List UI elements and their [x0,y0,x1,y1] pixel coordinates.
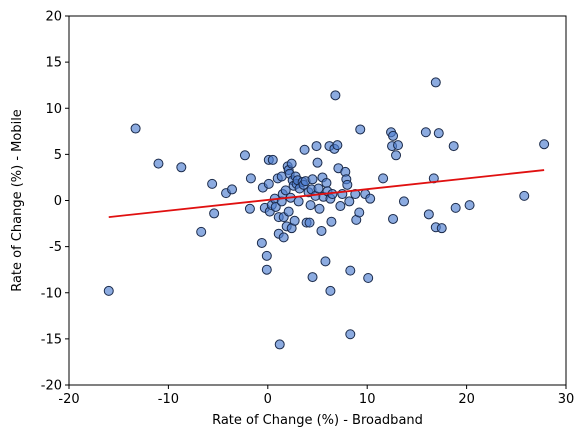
data-point-9 [240,151,249,160]
data-point-1 [131,124,140,133]
data-point-66 [317,226,326,235]
data-point-3 [177,163,186,172]
data-point-65 [315,204,324,213]
data-point-21 [268,155,277,164]
data-point-86 [345,197,354,206]
y-tick-label: 15 [45,56,62,71]
y-tick-label: -15 [41,332,62,347]
data-point-62 [312,142,321,151]
x-tick-label: 0 [264,392,272,407]
y-tick-label: -20 [41,379,62,394]
data-point-16 [262,265,271,274]
data-point-96 [379,174,388,183]
data-point-88 [346,330,355,339]
data-point-87 [346,266,355,275]
data-point-112 [451,203,460,212]
data-point-41 [287,159,296,168]
data-point-110 [437,224,446,233]
data-point-18 [264,179,273,188]
data-point-15 [262,251,271,260]
plot-frame [69,16,566,385]
data-point-0 [104,286,113,295]
data-point-6 [210,209,219,218]
data-point-44 [290,216,299,225]
data-point-48 [294,197,303,206]
data-point-2 [154,159,163,168]
data-point-52 [300,145,309,154]
x-tick-label: -20 [58,392,79,407]
x-tick-label: 30 [558,392,575,407]
data-point-75 [327,217,336,226]
data-point-101 [392,151,401,160]
points-layer [104,78,548,349]
data-point-81 [336,202,345,211]
data-point-74 [326,286,335,295]
data-point-104 [421,128,430,137]
data-point-32 [279,233,288,242]
data-point-105 [424,210,433,219]
data-point-27 [275,340,284,349]
data-point-92 [356,125,365,134]
data-point-95 [366,194,375,203]
data-point-10 [246,174,255,183]
y-axis-title: Rate of Change (%) - Mobile [10,109,25,292]
data-point-37 [284,207,293,216]
data-point-63 [313,158,322,167]
data-point-102 [394,141,403,150]
y-tick-label: 20 [45,10,62,25]
x-axis-title: Rate of Change (%) - Broadband [212,413,423,428]
data-point-100 [389,214,398,223]
data-point-56 [305,218,314,227]
y-tick-label: -5 [49,240,62,255]
data-point-91 [355,208,364,217]
data-point-12 [257,238,266,247]
data-point-8 [228,185,237,194]
data-point-70 [322,178,331,187]
data-point-113 [465,201,474,210]
data-point-5 [208,179,217,188]
data-point-107 [431,78,440,87]
data-point-114 [520,191,529,200]
data-point-94 [364,273,373,282]
data-point-57 [306,201,315,210]
data-point-4 [197,227,206,236]
x-tick-label: 10 [359,392,376,407]
x-axis: -20 -10 0 10 20 30 [58,385,574,407]
data-point-78 [331,91,340,100]
y-tick-label: 10 [45,102,62,117]
data-point-60 [308,273,317,282]
data-point-109 [434,129,443,138]
data-point-111 [449,142,458,151]
data-point-103 [399,197,408,206]
y-axis: 20 15 10 5 0 -5 -10 -15 -20 [41,10,69,394]
x-tick-label: 20 [458,392,475,407]
data-point-115 [540,140,549,149]
x-tick-label: -10 [158,392,179,407]
data-point-85 [343,180,352,189]
y-tick-label: -10 [41,286,62,301]
data-point-11 [245,204,254,213]
data-point-59 [308,175,317,184]
data-point-64 [314,184,323,193]
y-tick-label: 5 [54,148,62,163]
data-point-69 [321,257,330,266]
data-point-79 [333,141,342,150]
y-tick-label: 0 [54,194,62,209]
data-point-99 [389,131,398,140]
